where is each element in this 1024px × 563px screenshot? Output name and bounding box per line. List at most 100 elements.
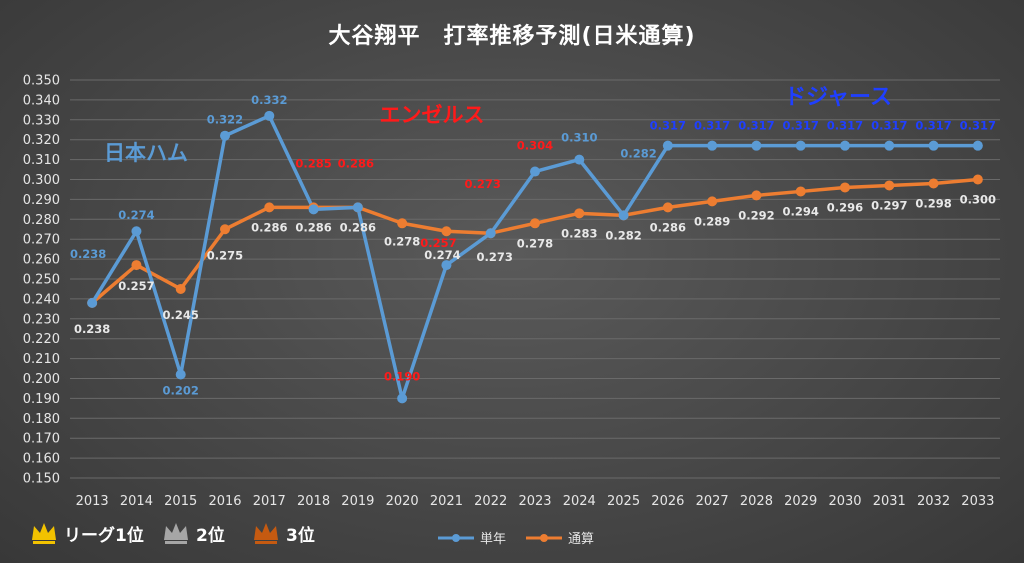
legend-series-single: 単年 — [438, 528, 506, 547]
cumulative-point — [884, 180, 895, 191]
y-tick-label: 0.200 — [23, 372, 60, 387]
x-tick-label: 2029 — [784, 494, 817, 509]
single-year-data-label: 0.285 — [295, 156, 331, 170]
cumulative-data-label: 0.296 — [827, 200, 863, 214]
legend-crown-label: 2位 — [196, 525, 225, 546]
single-year-point — [352, 202, 363, 213]
single-year-point — [220, 130, 230, 141]
cumulative-data-label: 0.245 — [163, 308, 199, 322]
cumulative-data-label: 0.282 — [605, 228, 641, 242]
cumulative-point — [928, 178, 939, 189]
cumulative-data-label: 0.294 — [783, 204, 819, 218]
y-tick-label: 0.280 — [23, 213, 60, 228]
single-year-data-label: 0.238 — [70, 247, 106, 261]
y-tick-label: 0.270 — [23, 233, 60, 248]
single-year-point — [662, 140, 673, 151]
legend-crown-label: 3位 — [286, 525, 315, 546]
y-tick-label: 0.290 — [23, 193, 60, 208]
single-year-point — [751, 140, 762, 151]
y-tick-label: 0.300 — [23, 173, 60, 188]
cumulative-point — [220, 224, 230, 235]
data-labels: 0.238 0.274 0.202 0.322 0.332 0.285 0.286 0.190… — [70, 93, 996, 398]
x-tick-label: 2018 — [297, 494, 330, 509]
x-tick-label: 2023 — [518, 494, 551, 509]
y-tick-label: 0.340 — [23, 93, 60, 108]
single-year-data-label: 0.304 — [517, 139, 553, 153]
single-year-point — [707, 140, 718, 151]
team-label: ドジャース — [784, 85, 892, 110]
y-tick-label: 0.160 — [23, 452, 60, 467]
series-points — [87, 110, 983, 404]
single-year-data-label: 0.190 — [384, 369, 420, 383]
single-year-data-label: 0.273 — [465, 177, 501, 191]
cumulative-data-label: 0.297 — [871, 198, 907, 212]
single-year-point — [87, 297, 98, 308]
cumulative-point — [441, 226, 452, 237]
x-tick-label: 2026 — [651, 494, 684, 509]
legend-series-label: 通算 — [568, 532, 595, 547]
single-year-point — [441, 260, 452, 271]
x-tick-label: 2022 — [474, 494, 507, 509]
y-tick-label: 0.320 — [23, 133, 60, 148]
single-year-data-label: 0.317 — [650, 119, 686, 133]
cumulative-point — [751, 190, 762, 201]
single-year-data-label: 0.286 — [338, 156, 374, 170]
single-year-point — [618, 210, 629, 221]
legend-crown-1: リーグ1位 — [30, 520, 144, 546]
single-year-point — [131, 226, 142, 237]
y-tick-label: 0.310 — [23, 153, 60, 168]
x-axis-ticks: 2013 2014 2015 2016 2017 2018 2019 2020 2021 2022… — [76, 494, 995, 509]
cumulative-data-label: 0.283 — [561, 226, 597, 240]
single-year-data-label: 0.257 — [420, 236, 456, 250]
legend-crown-3: 3位 — [252, 520, 315, 546]
x-tick-label: 2033 — [961, 494, 994, 509]
x-tick-label: 2014 — [120, 494, 153, 509]
cumulative-data-label: 0.286 — [295, 220, 331, 234]
cumulative-point — [972, 174, 983, 185]
y-tick-label: 0.330 — [23, 113, 60, 128]
single-year-data-label: 0.317 — [738, 119, 774, 133]
y-tick-label: 0.170 — [23, 432, 60, 447]
single-year-point — [530, 166, 540, 177]
cumulative-data-label: 0.298 — [915, 196, 951, 210]
y-tick-label: 0.190 — [23, 392, 60, 407]
x-tick-label: 2016 — [208, 494, 241, 509]
single-year-point — [574, 154, 585, 165]
legend-series-label: 単年 — [480, 532, 507, 547]
cumulative-point — [574, 208, 585, 219]
x-tick-label: 2013 — [76, 494, 109, 509]
cumulative-data-label: 0.289 — [694, 214, 730, 228]
x-tick-label: 2030 — [828, 494, 861, 509]
y-tick-label: 0.180 — [23, 412, 60, 427]
cumulative-point — [795, 186, 806, 197]
cumulative-data-label: 0.286 — [251, 220, 287, 234]
cumulative-data-label: 0.300 — [960, 193, 996, 207]
single-year-data-label: 0.317 — [783, 119, 819, 133]
x-tick-label: 2017 — [253, 494, 286, 509]
legend-series-cumulative: 通算 — [526, 528, 594, 547]
single-year-point — [795, 140, 806, 151]
single-year-data-label: 0.317 — [960, 119, 996, 133]
legend: リーグ1位 2位 3位 単年 通算 — [0, 520, 1024, 554]
gridlines — [70, 79, 1000, 479]
cumulative-data-label: 0.257 — [118, 279, 154, 293]
x-tick-label: 2021 — [430, 494, 463, 509]
single-year-data-label: 0.317 — [827, 119, 863, 133]
gold-crown-icon — [32, 523, 56, 544]
single-year-data-label: 0.282 — [620, 146, 656, 160]
cumulative-point — [707, 196, 718, 207]
single-year-point — [264, 110, 275, 121]
cumulative-data-label: 0.274 — [424, 248, 460, 262]
team-label: 日本ハム — [104, 141, 188, 165]
single-year-data-label: 0.274 — [118, 208, 154, 222]
single-year-data-label: 0.322 — [207, 113, 243, 127]
single-year-point — [308, 204, 319, 215]
single-year-point — [397, 393, 408, 404]
series-line-swatch — [438, 533, 474, 542]
team-labels: 日本ハム エンゼルス ドジャース — [104, 85, 892, 165]
single-year-data-label: 0.317 — [871, 119, 907, 133]
x-tick-label: 2025 — [607, 494, 640, 509]
single-year-point — [840, 140, 850, 151]
x-tick-label: 2032 — [917, 494, 950, 509]
single-year-point — [928, 140, 939, 151]
